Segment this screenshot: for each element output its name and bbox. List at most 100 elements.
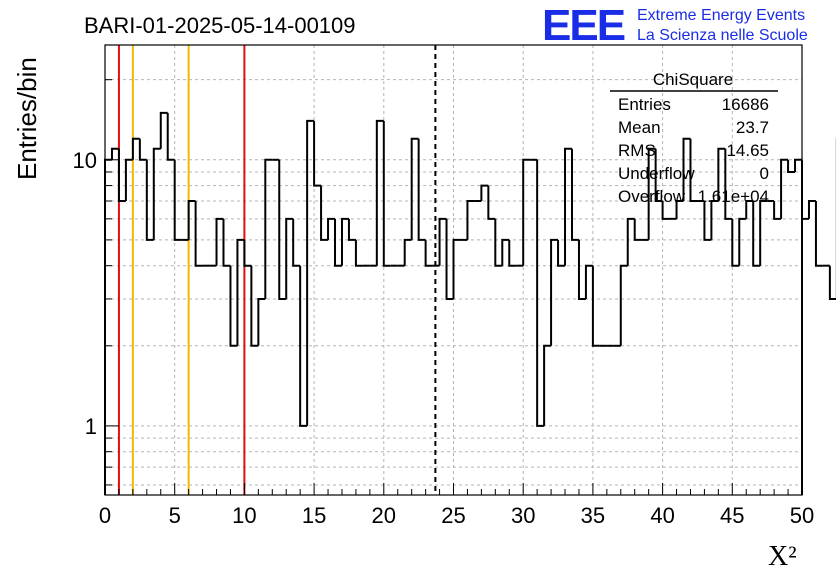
histogram-bin	[717, 147, 726, 202]
stats-entries-value: 16686	[722, 95, 769, 114]
histogram-bin	[731, 218, 740, 267]
histogram-bin	[828, 265, 836, 300]
histogram-bin	[375, 119, 384, 266]
histogram-bin	[570, 148, 579, 241]
x-tick-label: 45	[720, 503, 744, 528]
histogram-bin	[452, 238, 461, 299]
histogram-bin	[619, 264, 628, 346]
histogram-bin	[278, 159, 287, 300]
histogram-bin	[320, 185, 329, 241]
x-tick-label: 15	[302, 503, 326, 528]
histogram-bin	[584, 264, 593, 299]
histogram-bin	[710, 200, 719, 240]
stats-underflow-value: 0	[760, 164, 769, 183]
histogram-bin	[306, 119, 315, 426]
tick-labels: 0 5 10 15 20 25 30 35 40 45 50 1 10	[73, 148, 815, 528]
histogram-bin	[354, 239, 363, 267]
histogram-bin	[759, 200, 768, 266]
histogram-bin	[626, 217, 635, 266]
histogram-bin	[299, 265, 308, 427]
histogram-bin	[445, 218, 454, 300]
x-axis-title: X²	[768, 541, 797, 572]
histogram-bin	[689, 138, 698, 203]
histogram-bin	[215, 217, 224, 266]
histogram-bin	[654, 148, 663, 203]
histogram-bin	[494, 218, 503, 267]
histogram-bin	[787, 159, 796, 173]
histogram-bin	[424, 239, 433, 267]
histogram-bin	[236, 238, 245, 346]
histogram-bin	[703, 201, 712, 241]
histogram-bin	[807, 200, 816, 219]
histogram-bin	[110, 147, 119, 160]
stats-underflow-label: Underflow	[618, 164, 695, 183]
stats-entries-label: Entries	[618, 95, 671, 114]
histogram-bin	[382, 120, 391, 267]
histogram-bin	[166, 112, 175, 161]
histogram-bin	[794, 158, 802, 172]
reference-lines	[117, 45, 437, 495]
histogram-bin	[417, 138, 426, 241]
histogram-bin	[487, 185, 496, 220]
x-tick-label: 25	[441, 503, 465, 528]
histogram-bin	[438, 217, 447, 266]
x-tick-label: 50	[790, 503, 814, 528]
stats-box: ChiSquare Entries 16686 Mean 23.7 RMS 14…	[610, 70, 778, 206]
histogram-bin	[780, 158, 789, 219]
histogram-bin	[145, 159, 154, 241]
histogram-bin	[557, 239, 566, 267]
x-tick-label: 30	[511, 503, 535, 528]
histogram-bin	[591, 265, 600, 347]
y-axis-title: Entries/bin	[12, 57, 42, 180]
histogram-bin	[117, 148, 126, 203]
x-tick-label: 10	[232, 503, 256, 528]
x-tick-label: 20	[372, 503, 396, 528]
histogram-bin	[508, 239, 517, 267]
histogram-bin	[724, 148, 733, 220]
histogram-bin	[543, 344, 552, 426]
chart-title: BARI-01-2025-05-14-00109	[84, 13, 356, 38]
histogram-bin	[292, 218, 301, 267]
histogram-bin	[138, 138, 147, 161]
x-tick-label: 5	[169, 503, 181, 528]
histogram-bin	[752, 201, 761, 267]
histogram-bin	[340, 217, 349, 266]
histogram-bin	[536, 159, 545, 427]
histogram-bin	[522, 158, 531, 266]
histogram-bin	[229, 265, 238, 347]
eee-logo: EEE Extreme Energy Events La Scienza nel…	[542, 1, 808, 50]
histogram-bin	[738, 217, 747, 266]
stats-rms-value: 14.65	[726, 141, 769, 160]
histogram-bin	[403, 238, 412, 266]
logo-mark: EEE	[542, 1, 625, 50]
histogram-bin	[347, 218, 356, 241]
y-tick-label: 10	[73, 148, 97, 173]
histogram-bin	[327, 217, 336, 240]
stats-overflow-label: Overflow	[618, 187, 686, 206]
histogram-bin	[194, 201, 203, 267]
stats-mean-label: Mean	[618, 118, 661, 137]
histogram-bin	[131, 137, 140, 160]
histogram-bin	[647, 147, 656, 240]
histogram-bin	[334, 218, 342, 267]
histogram-bin	[661, 201, 670, 220]
histogram-bin	[410, 137, 419, 240]
x-tick-label: 40	[650, 503, 674, 528]
histogram-bin	[501, 238, 510, 266]
histogram-bin	[773, 201, 782, 220]
histogram-bin	[173, 159, 182, 241]
histogram-bin	[104, 158, 112, 495]
stats-mean-value: 23.7	[736, 118, 769, 137]
stats-overflow-value: 1.61e+04	[698, 187, 769, 206]
logo-line-1: Extreme Energy Events	[637, 7, 805, 24]
histogram-bin	[243, 239, 252, 267]
histogram-bin	[564, 147, 572, 266]
histogram-bin	[633, 218, 642, 241]
histogram-bin	[264, 158, 273, 299]
histogram-bin	[801, 159, 809, 220]
histogram-bin	[745, 200, 754, 219]
histogram-bin	[222, 218, 231, 267]
histogram-bin	[313, 120, 322, 187]
histogram-bin	[480, 184, 489, 202]
